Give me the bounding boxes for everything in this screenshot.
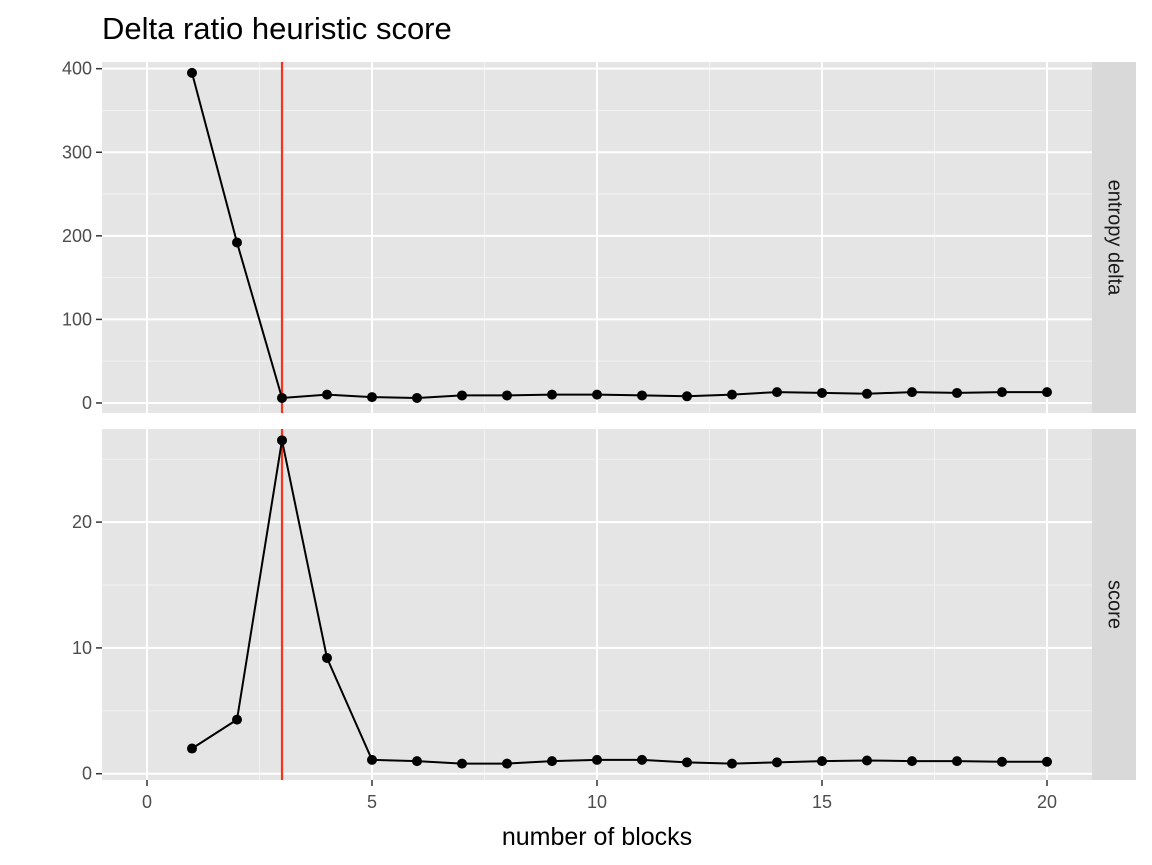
data-point	[412, 756, 422, 767]
series-line	[191, 440, 1047, 765]
data-point	[592, 754, 602, 765]
data-point	[862, 755, 872, 766]
data-point	[907, 387, 917, 398]
data-point	[637, 754, 647, 765]
data-point	[817, 756, 827, 767]
x-tick-label: 20	[1037, 792, 1057, 812]
data-point	[817, 387, 827, 398]
facet-strip-label: entropy delta	[1104, 180, 1126, 297]
facet-panel-1: 0 100 200 300 400 entropy delta	[62, 59, 1136, 413]
y-tick-label: 400	[62, 59, 92, 79]
y-tick-label: 100	[62, 309, 92, 329]
facet-strip-background	[1092, 62, 1136, 413]
data-point	[457, 758, 467, 769]
data-point	[232, 237, 242, 248]
data-point	[502, 390, 512, 401]
data-point	[682, 391, 692, 402]
data-point	[637, 390, 647, 401]
x-tick-label: 0	[142, 792, 152, 812]
chart-title: Delta ratio heuristic score	[102, 11, 452, 46]
data-point	[547, 756, 557, 767]
data-point	[952, 387, 962, 398]
data-point	[592, 389, 602, 400]
x-tick-label: 15	[812, 792, 832, 812]
data-point	[412, 392, 422, 403]
data-point	[907, 756, 917, 767]
data-point	[367, 754, 377, 765]
data-point	[502, 758, 512, 769]
data-point	[862, 388, 872, 399]
data-point	[322, 652, 332, 663]
data-point	[187, 67, 197, 78]
data-point	[727, 389, 737, 400]
data-point	[232, 714, 242, 725]
data-point	[772, 387, 782, 398]
facet-strip-background	[1092, 429, 1136, 780]
data-point	[997, 756, 1007, 767]
data-point	[1042, 756, 1052, 767]
y-tick-label: 200	[62, 226, 92, 246]
data-point	[457, 390, 467, 401]
data-point	[682, 757, 692, 768]
data-point	[952, 756, 962, 767]
facet-strip-label: score	[1104, 580, 1126, 629]
x-axis-title: number of blocks	[502, 823, 692, 851]
data-point	[547, 389, 557, 400]
data-point	[322, 389, 332, 400]
data-point	[367, 392, 377, 403]
y-tick-label: 10	[72, 638, 92, 658]
facet-panel-2: 0 10 20 score	[72, 429, 1136, 784]
y-tick-label: 0	[82, 393, 92, 413]
data-point	[187, 743, 197, 754]
data-point	[1042, 387, 1052, 398]
series-line	[191, 72, 1047, 400]
data-point	[277, 435, 287, 446]
x-tick-label: 10	[587, 792, 607, 812]
data-point	[277, 392, 287, 403]
y-tick-label: 20	[72, 512, 92, 532]
y-tick-label: 0	[82, 764, 92, 784]
x-tick-label: 5	[367, 792, 377, 812]
data-point	[727, 758, 737, 769]
y-tick-label: 300	[62, 142, 92, 162]
data-point	[997, 387, 1007, 398]
data-point	[772, 757, 782, 768]
